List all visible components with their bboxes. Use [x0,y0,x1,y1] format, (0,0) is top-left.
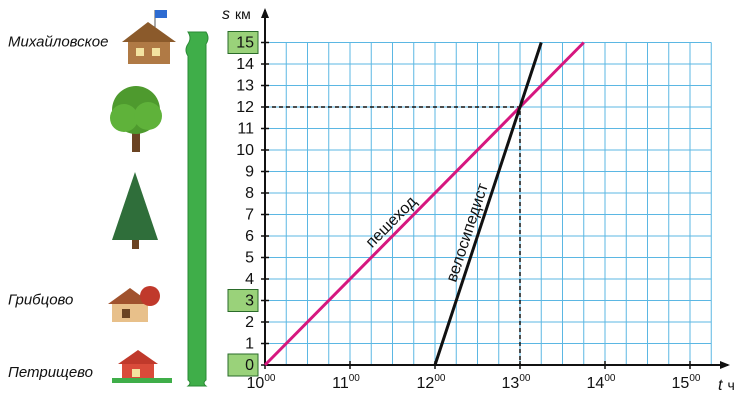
hours: 15 [672,375,690,392]
minutes: 00 [604,373,616,384]
y-tick-label: 4 [245,271,254,288]
tick-box [227,31,259,54]
y-tick-label: 11 [237,121,254,138]
y-tick-label: 7 [245,207,254,224]
y-tick-label: 14 [236,56,254,73]
road [185,31,209,387]
x-tick-label: 1000 [247,373,276,393]
y-tick-label: 1 [245,336,254,353]
x-tick-label: 1500 [672,373,701,393]
x-axis-arrow [720,361,730,369]
x-tick-label: 1400 [587,373,616,393]
axis-symbol: s [222,6,230,23]
axis-unit: ч [727,377,734,393]
y-tick-label: 15 [236,35,254,52]
minutes: 00 [349,373,361,384]
hours: 13 [502,375,520,392]
y-tick-label: 2 [245,314,254,331]
village-name: Грибцово [8,291,73,308]
series-line [433,42,543,366]
hours: 12 [417,375,435,392]
manor-icon [122,10,176,64]
y-axis-arrow [261,8,269,18]
tick-box [227,353,259,377]
x-tick-label: 1100 [332,373,360,393]
fir-icon [112,172,158,249]
y-axis-label: s км [222,6,251,24]
y-tick-label: 0 [245,357,254,374]
tree-icon [110,86,162,152]
hours: 11 [332,375,349,392]
axis-symbol: t [718,377,723,394]
tick-box [227,289,259,312]
minutes: 00 [689,373,701,384]
axis-unit: км [235,6,251,22]
minutes: 00 [519,373,531,384]
x-tick-label: 1300 [502,373,531,393]
x-tick-label: 1200 [417,373,446,393]
y-tick-label: 6 [245,228,254,245]
house-icon [112,350,172,383]
series-line [263,41,585,367]
y-tick-label: 10 [236,142,254,159]
y-tick-label: 9 [245,164,254,181]
y-tick-label: 5 [245,250,254,267]
hours: 14 [587,375,605,392]
minutes: 00 [264,373,276,384]
village-name: Петрищево [8,364,93,381]
house-icon [108,286,160,322]
y-tick-label: 3 [245,293,254,310]
village-name: Михайловское [8,33,108,50]
y-tick-label: 12 [236,99,254,116]
minutes: 00 [434,373,446,384]
y-tick-label: 8 [245,185,254,202]
hours: 10 [247,375,265,392]
y-tick-label: 13 [236,78,254,95]
